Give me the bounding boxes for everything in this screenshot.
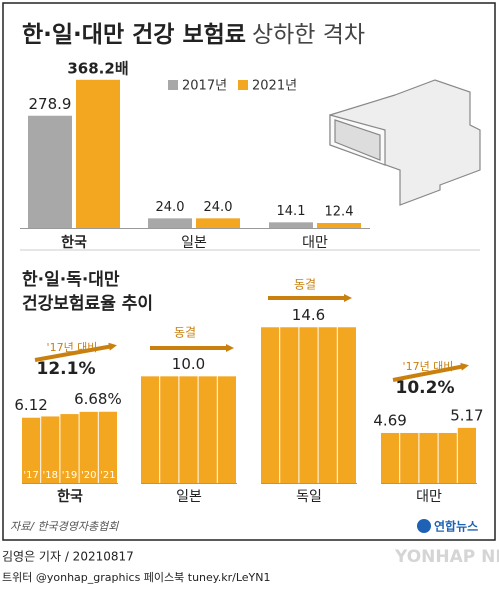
- x-tick-label: '19: [62, 470, 77, 481]
- value-label: 5.17: [450, 406, 483, 424]
- bar: [217, 376, 236, 483]
- value-label: 24.0: [156, 200, 185, 215]
- bar: [79, 411, 98, 483]
- bar: [318, 327, 337, 483]
- bar: [419, 432, 438, 483]
- arrow: [392, 362, 469, 382]
- x-tick-label: 대만: [416, 489, 442, 505]
- chart-title: 한·일·대만 건강 보험료 상하한 격차: [22, 22, 365, 48]
- value-label: 6.12: [14, 396, 47, 414]
- logo: 연합뉴스: [434, 519, 478, 534]
- icon: [329, 79, 481, 206]
- bar: [280, 327, 299, 483]
- legend-label: 2017년: [182, 79, 227, 94]
- bar: [261, 327, 280, 483]
- annotation: 12.1%: [37, 359, 96, 379]
- bar: [438, 432, 457, 483]
- bar: [60, 414, 79, 483]
- bar: [148, 218, 192, 228]
- bar: [337, 327, 356, 483]
- annotation: 동결: [294, 278, 316, 292]
- value-label: 14.6: [292, 306, 325, 324]
- social: 트위터 @yonhap_graphics 페이스북 tuney.kr/LeYN1: [2, 571, 270, 584]
- value-label: 24.0: [204, 200, 233, 215]
- bar: [457, 427, 476, 483]
- bar: [196, 218, 240, 228]
- annotation: 10.2%: [396, 378, 455, 398]
- chart-title: 한·일·독·대만: [22, 270, 120, 290]
- x-tick-label: 한국: [61, 235, 87, 251]
- bar: [299, 327, 318, 483]
- bar: [141, 376, 160, 483]
- arrow: [34, 342, 117, 362]
- chart-title: 건강보험료율 추이: [22, 293, 153, 314]
- bar: [269, 222, 313, 228]
- bar: [179, 376, 198, 483]
- x-tick-label: 일본: [181, 235, 207, 251]
- legend-swatch: [168, 80, 178, 90]
- subtitle: 상하한 격차: [252, 22, 365, 48]
- x-tick-label: 한국: [57, 489, 83, 505]
- value-label: 10.0: [172, 355, 205, 373]
- byline: 김영은 기자 / 20210817: [2, 550, 134, 564]
- x-tick-label: '21: [100, 470, 115, 481]
- bar: [160, 376, 179, 483]
- bar: [41, 416, 60, 483]
- bar: [28, 115, 72, 228]
- logo-icon: [417, 519, 431, 533]
- value-label: 6.68%: [74, 390, 122, 408]
- bar: [22, 417, 41, 483]
- bar: [381, 432, 400, 483]
- bar: [98, 411, 117, 483]
- x-tick-label: '20: [81, 470, 96, 481]
- title: 한·일·대만 건강 보험료: [22, 22, 246, 48]
- legend-label: 2021년: [252, 79, 297, 94]
- x-tick-label: 일본: [176, 489, 202, 505]
- legend-swatch: [238, 80, 248, 90]
- source: 자료/ 한국경영자총협회: [10, 520, 119, 533]
- value-label: 4.69: [373, 411, 406, 429]
- watermark: YONHAP NEWS: [394, 547, 499, 567]
- bar: [400, 432, 419, 483]
- x-tick-label: 독일: [296, 489, 322, 505]
- value-label: 368.2배: [67, 59, 128, 77]
- annotation: '17년 대비: [403, 360, 454, 373]
- bar: [76, 79, 120, 228]
- x-tick-label: '17: [23, 470, 38, 481]
- x-tick-label: '18: [43, 470, 58, 481]
- annotation: '17년 대비: [47, 341, 98, 354]
- value-label: 278.9: [29, 95, 72, 113]
- bar: [317, 223, 361, 228]
- bar: [198, 376, 217, 483]
- value-label: 14.1: [277, 204, 306, 219]
- annotation: 동결: [174, 326, 196, 340]
- x-tick-label: 대만: [302, 235, 328, 251]
- value-label: 12.4: [325, 205, 354, 220]
